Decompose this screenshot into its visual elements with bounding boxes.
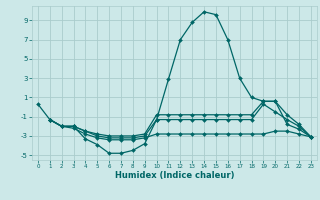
X-axis label: Humidex (Indice chaleur): Humidex (Indice chaleur) [115,171,234,180]
